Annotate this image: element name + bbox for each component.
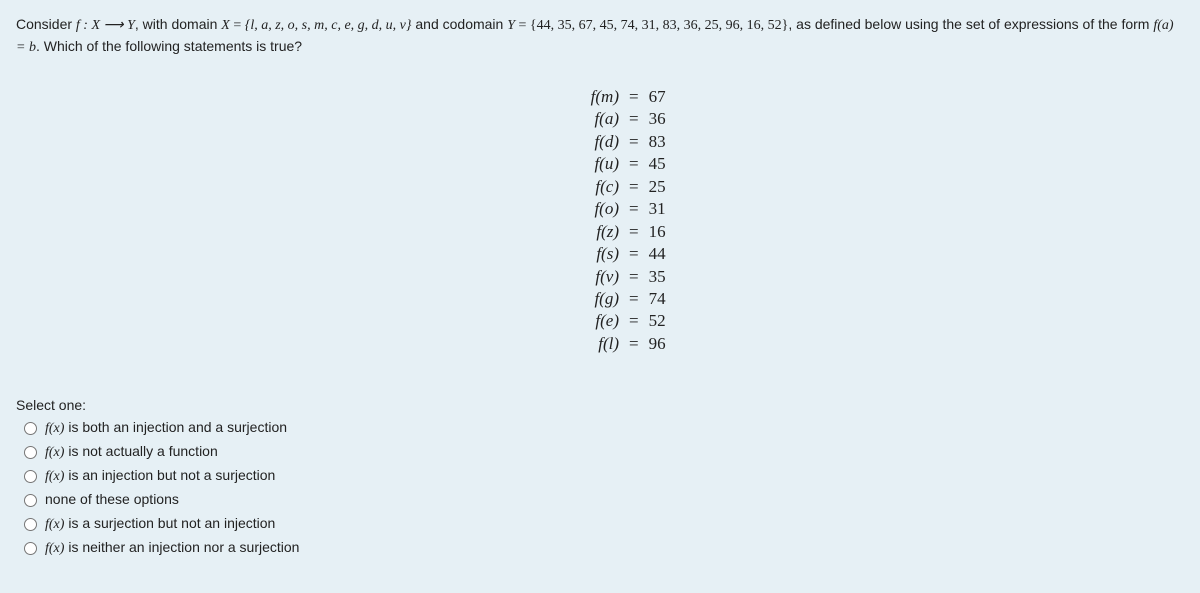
option-row[interactable]: f(x) is an injection but not a surjectio… xyxy=(24,467,1184,485)
eq-rhs: 25 xyxy=(649,176,675,198)
q-eq1: = xyxy=(230,18,245,33)
equation-row: f(l)=96 xyxy=(573,333,1184,355)
eq-lhs: f(v) xyxy=(573,266,619,288)
eq-equals: = xyxy=(619,288,649,310)
q-andcodomain: and codomain xyxy=(411,16,507,32)
select-one-label: Select one: xyxy=(16,397,1184,413)
q-prefix: Consider xyxy=(16,16,76,32)
eq-equals: = xyxy=(619,198,649,220)
eq-rhs: 83 xyxy=(649,131,675,153)
eq-lhs: f(g) xyxy=(573,288,619,310)
eq-equals: = xyxy=(619,243,649,265)
equation-row: f(d)=83 xyxy=(573,131,1184,153)
option-label-5[interactable]: f(x) is neither an injection nor a surje… xyxy=(45,539,299,557)
eq-lhs: f(c) xyxy=(573,176,619,198)
eq-equals: = xyxy=(619,333,649,355)
eq-lhs: f(s) xyxy=(573,243,619,265)
eq-lhs: f(d) xyxy=(573,131,619,153)
q-domainset: {l, a, z, o, s, m, c, e, g, d, u, v} xyxy=(245,18,412,33)
equation-row: f(s)=44 xyxy=(573,243,1184,265)
eq-lhs: f(o) xyxy=(573,198,619,220)
option-radio-3[interactable] xyxy=(24,494,37,507)
option-radio-1[interactable] xyxy=(24,446,37,459)
option-radio-5[interactable] xyxy=(24,542,37,555)
q-domainvar: X xyxy=(221,18,230,33)
option-text: none of these options xyxy=(45,491,179,507)
eq-lhs: f(z) xyxy=(573,221,619,243)
eq-equals: = xyxy=(619,108,649,130)
option-label-3[interactable]: none of these options xyxy=(45,491,179,509)
equation-row: f(g)=74 xyxy=(573,288,1184,310)
equations-block: f(m)=67 f(a)=36 f(d)=83 f(u)=45 f(c)=25 … xyxy=(573,86,1184,355)
option-label-1[interactable]: f(x) is not actually a function xyxy=(45,443,218,461)
option-text: is both an injection and a surjection xyxy=(64,419,287,435)
option-pre: f(x) xyxy=(45,445,64,460)
eq-equals: = xyxy=(619,131,649,153)
option-row[interactable]: f(x) is neither an injection nor a surje… xyxy=(24,539,1184,557)
equation-row: f(e)=52 xyxy=(573,310,1184,332)
option-text: is a surjection but not an injection xyxy=(64,515,275,531)
eq-lhs: f(m) xyxy=(573,86,619,108)
eq-rhs: 67 xyxy=(649,86,675,108)
option-text: is an injection but not a surjection xyxy=(64,467,275,483)
q-withdomain: , with domain xyxy=(135,16,221,32)
eq-rhs: 35 xyxy=(649,266,675,288)
equation-row: f(c)=25 xyxy=(573,176,1184,198)
option-text: is neither an injection nor a surjection xyxy=(64,539,299,555)
option-pre: f(x) xyxy=(45,517,64,532)
eq-rhs: 31 xyxy=(649,198,675,220)
option-pre: f(x) xyxy=(45,541,64,556)
option-radio-4[interactable] xyxy=(24,518,37,531)
eq-rhs: 16 xyxy=(649,221,675,243)
q-codomainset: {44, 35, 67, 45, 74, 31, 83, 36, 25, 96,… xyxy=(530,18,788,33)
option-label-4[interactable]: f(x) is a surjection but not an injectio… xyxy=(45,515,275,533)
eq-equals: = xyxy=(619,266,649,288)
option-pre: f(x) xyxy=(45,469,64,484)
equation-row: f(a)=36 xyxy=(573,108,1184,130)
eq-equals: = xyxy=(619,310,649,332)
eq-equals: = xyxy=(619,86,649,108)
option-radio-2[interactable] xyxy=(24,470,37,483)
option-pre: f(x) xyxy=(45,421,64,436)
q-codomainvar: Y xyxy=(507,18,515,33)
eq-rhs: 52 xyxy=(649,310,675,332)
eq-lhs: f(u) xyxy=(573,153,619,175)
q-definedbelow: , as defined below using the set of expr… xyxy=(788,16,1153,32)
question-text: Consider f : X ⟶ Y, with domain X = {l, … xyxy=(16,14,1184,58)
eq-lhs: f(a) xyxy=(573,108,619,130)
eq-rhs: 96 xyxy=(649,333,675,355)
equation-row: f(v)=35 xyxy=(573,266,1184,288)
option-label-2[interactable]: f(x) is an injection but not a surjectio… xyxy=(45,467,275,485)
q-func: f : X ⟶ Y xyxy=(76,18,135,33)
option-text: is not actually a function xyxy=(64,443,217,459)
equation-row: f(u)=45 xyxy=(573,153,1184,175)
eq-equals: = xyxy=(619,221,649,243)
option-row[interactable]: f(x) is a surjection but not an injectio… xyxy=(24,515,1184,533)
option-label-0[interactable]: f(x) is both an injection and a surjecti… xyxy=(45,419,287,437)
eq-rhs: 44 xyxy=(649,243,675,265)
eq-equals: = xyxy=(619,153,649,175)
eq-equals: = xyxy=(619,176,649,198)
option-row[interactable]: f(x) is both an injection and a surjecti… xyxy=(24,419,1184,437)
eq-rhs: 36 xyxy=(649,108,675,130)
equation-row: f(m)=67 xyxy=(573,86,1184,108)
eq-lhs: f(e) xyxy=(573,310,619,332)
q-eq2: = xyxy=(515,18,530,33)
option-radio-0[interactable] xyxy=(24,422,37,435)
eq-lhs: f(l) xyxy=(573,333,619,355)
eq-rhs: 74 xyxy=(649,288,675,310)
equation-row: f(o)=31 xyxy=(573,198,1184,220)
option-row[interactable]: f(x) is not actually a function xyxy=(24,443,1184,461)
q-tail: . Which of the following statements is t… xyxy=(36,38,302,54)
option-row[interactable]: none of these options xyxy=(24,491,1184,509)
eq-rhs: 45 xyxy=(649,153,675,175)
options-group: f(x) is both an injection and a surjecti… xyxy=(16,419,1184,557)
equation-row: f(z)=16 xyxy=(573,221,1184,243)
